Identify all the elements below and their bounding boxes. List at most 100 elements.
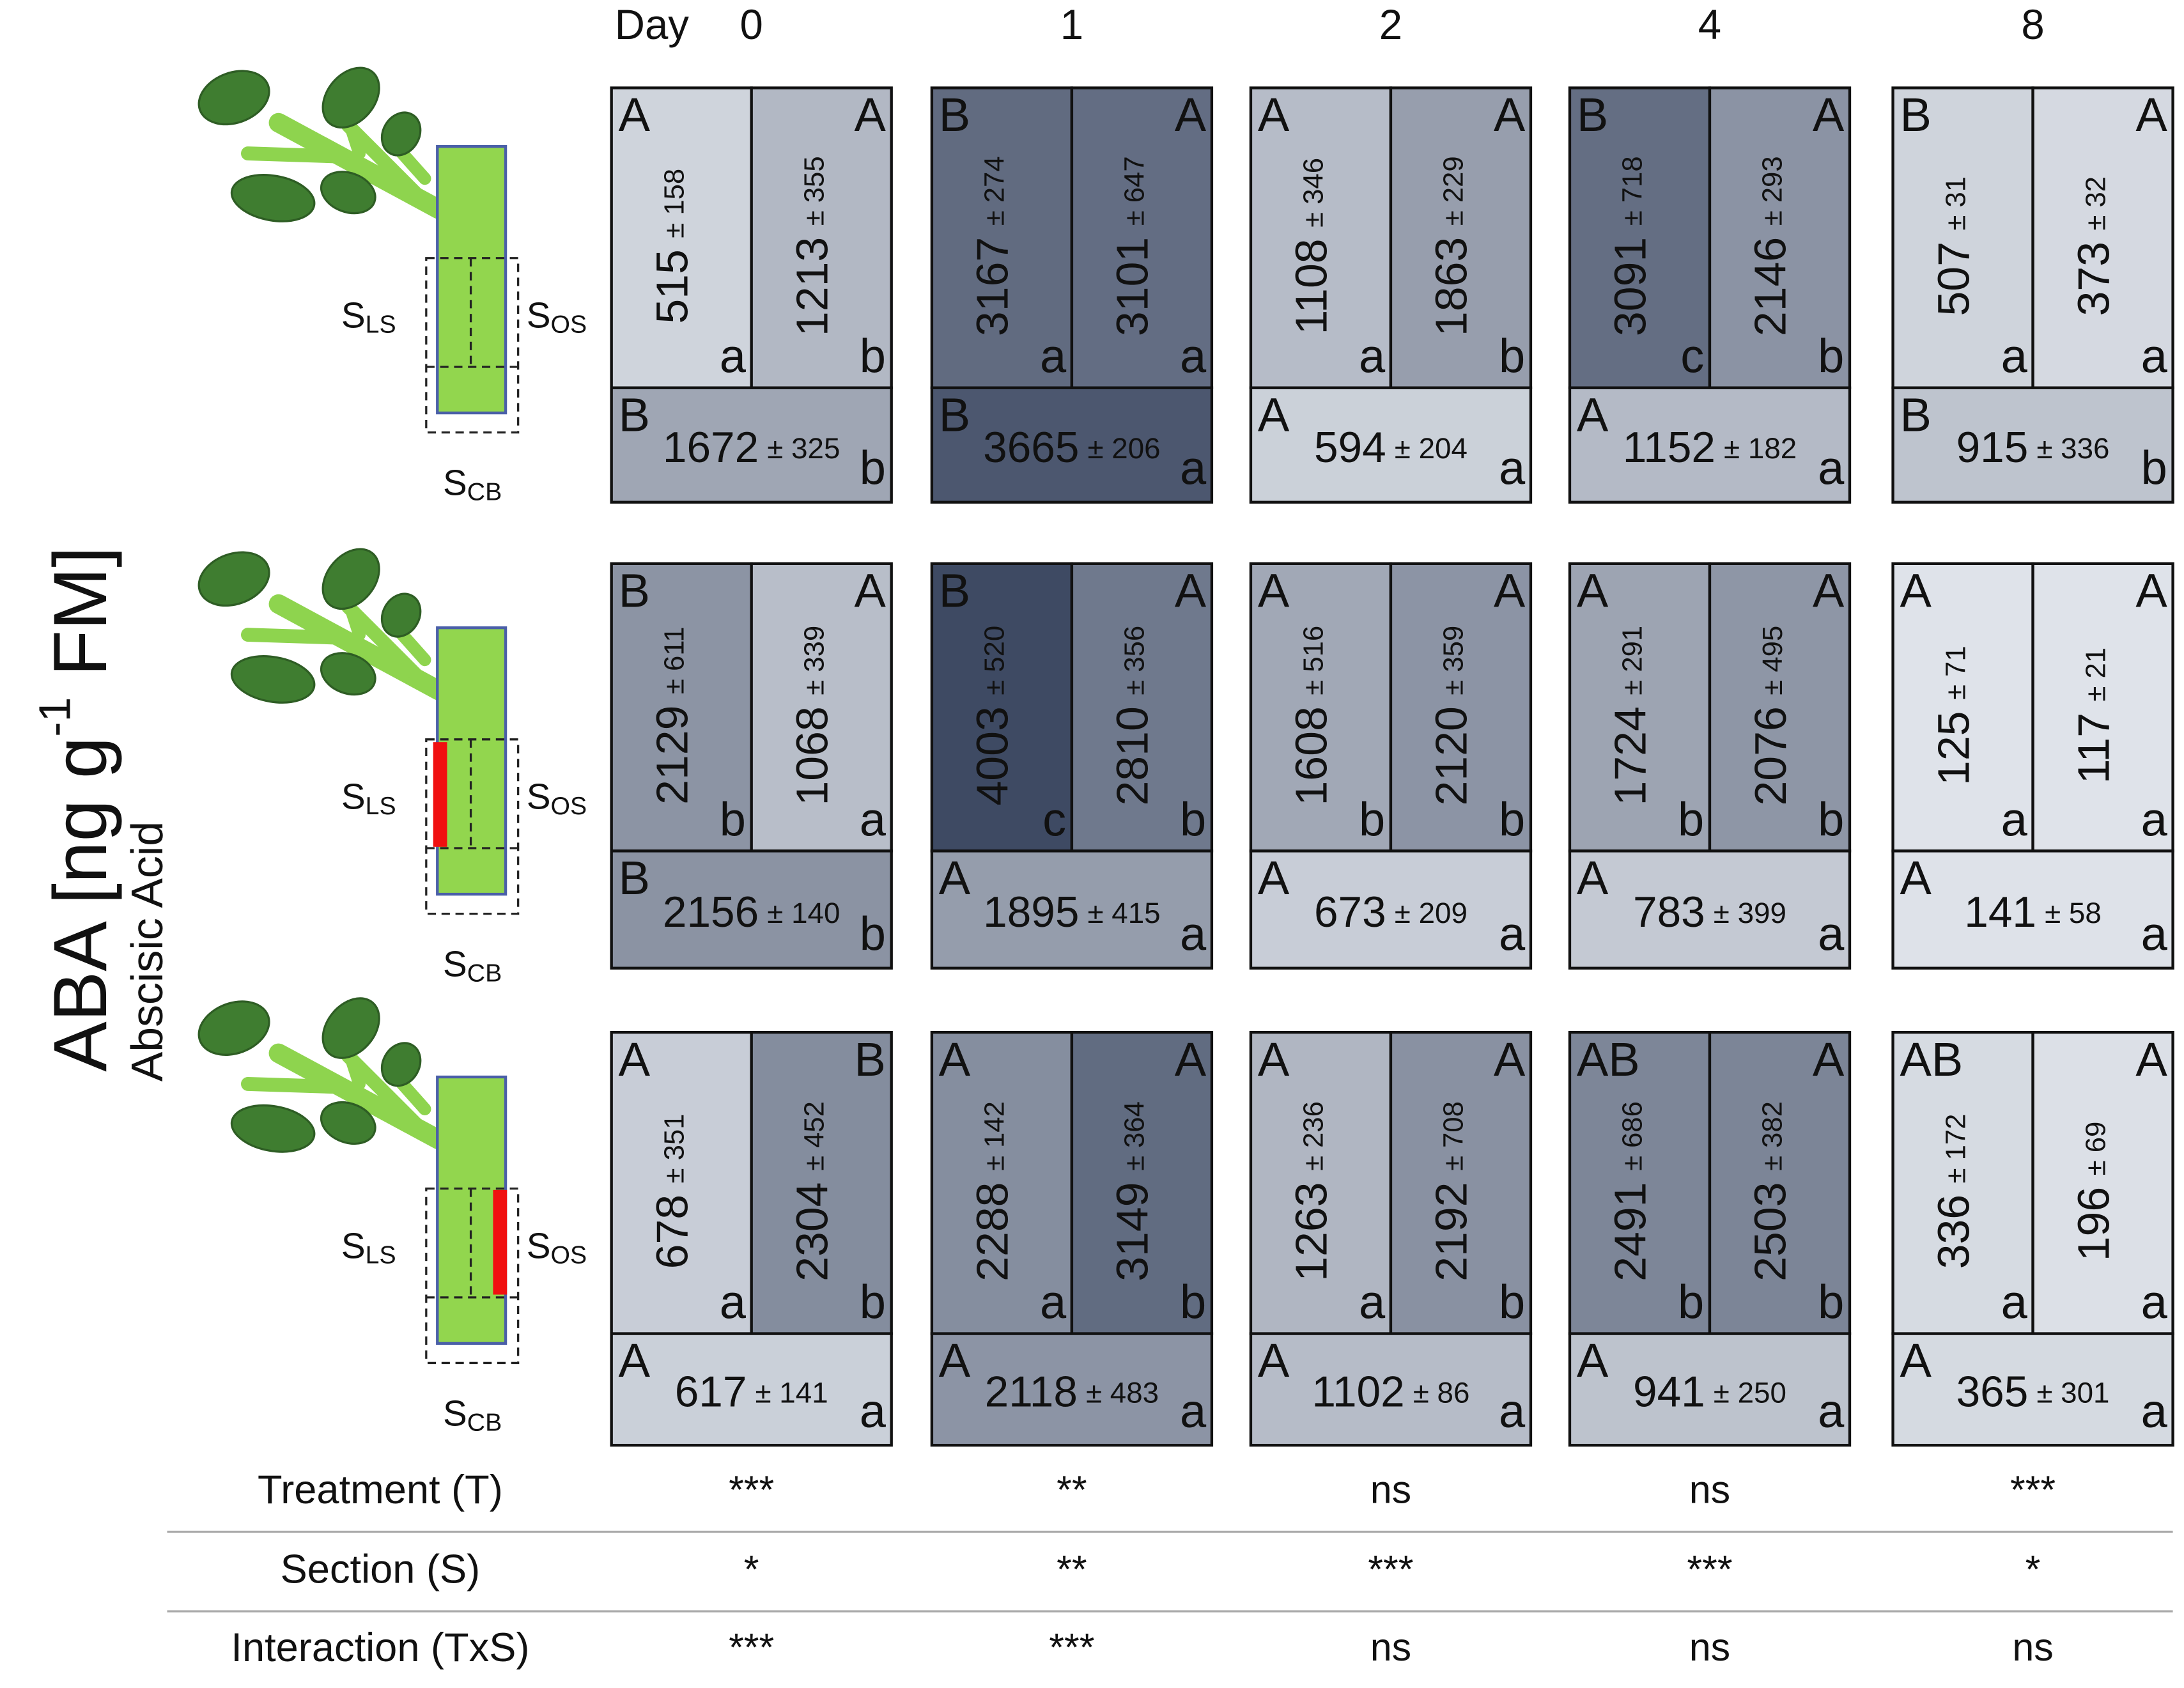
cell-cb [1891,1332,2174,1447]
section-label-sub: LS [366,1241,396,1269]
upper-letter: A [1577,388,1609,441]
sd: ± 69 [2080,1122,2111,1176]
value: 2503 [1746,1182,1795,1281]
value-text: 4003 ± 520 [968,626,1018,806]
sd: ± 32 [2080,176,2111,231]
y-label: ABA [ng g-1 FM] [30,546,122,1072]
value-text: 141 ± 58 [1964,888,2101,936]
cell-cb [610,849,893,970]
sd: ± 250 [1714,1377,1786,1409]
value-text: 2129 ± 611 [647,626,697,804]
value-text: 3101 ± 647 [1108,156,1158,336]
sd: ± 382 [1757,1101,1788,1171]
wound [493,1189,507,1295]
lower-letter: b [1499,1276,1525,1329]
value: 3091 [1606,237,1655,336]
section-label: SLS [341,777,396,821]
cell-cb [930,1332,1214,1447]
sd: ± 209 [1395,897,1468,929]
sd: ± 415 [1087,897,1160,929]
lower-letter: b [860,907,886,960]
cell-ls [1568,562,1712,853]
lower-letter: b [1818,330,1844,383]
value: 1152 [1623,424,1715,472]
branch [241,628,341,645]
leaf [321,997,380,1059]
lower-letter: a [1180,330,1207,383]
y-label-sup: -1 [30,697,80,737]
upper-letter: A [1258,851,1290,904]
upper-letter: A [619,1033,651,1086]
upper-letter: B [939,88,970,141]
value: 617 [675,1368,747,1416]
upper-letter: B [855,1033,886,1086]
value-text: 1863 ± 229 [1427,156,1476,336]
cell-os [750,562,893,853]
sd: ± 325 [767,432,840,465]
cell-ls [930,562,1074,853]
upper-letter: A [1175,88,1207,141]
stat-value: ** [1057,1468,1087,1512]
sd: ± 142 [979,1101,1010,1171]
upper-letter: B [619,564,650,617]
sd: ± 229 [1438,156,1469,226]
cell-os [2031,86,2174,389]
upper-letter: A [1258,1033,1290,1086]
leaf [321,548,380,610]
value-text: 1068 ± 339 [787,626,837,806]
value: 2304 [787,1182,837,1281]
section-box [425,738,520,915]
section-label-main: S [341,296,366,336]
lower-letter: a [720,1276,747,1329]
stat-label: Treatment (T) [258,1467,503,1512]
value: 2129 [647,706,697,805]
sd: ± 495 [1757,626,1788,695]
upper-letter: B [1900,88,1931,141]
sd: ± 172 [1940,1114,1971,1184]
sd: ± 351 [659,1114,690,1184]
sd: ± 182 [1724,432,1797,465]
cell-ls [1891,86,2034,389]
lower-letter: b [720,793,746,846]
upper-letter: B [1577,88,1608,141]
value-text: 507 ± 31 [1929,176,1979,316]
value: 2146 [1746,237,1795,336]
lower-letter: b [1678,793,1704,846]
upper-letter: A [2135,1033,2167,1086]
value-text: 336 ± 172 [1929,1114,1979,1269]
upper-letter: A [1813,1033,1845,1086]
sd: ± 364 [1119,1101,1150,1171]
value: 1608 [1287,706,1336,805]
lower-letter: b [860,441,886,494]
stat-value: *** [1687,1547,1732,1591]
value: 1263 [1287,1182,1336,1281]
sd: ± 71 [1940,646,1971,700]
lower-letter: c [1680,330,1704,383]
lower-letter: a [1818,907,1845,960]
sd: ± 647 [1119,156,1150,226]
leaf [380,111,422,157]
cell-ls [610,1030,753,1335]
sd: ± 346 [1298,158,1329,228]
cell-cb [1891,849,2174,970]
upper-letter: A [1577,851,1609,904]
sd: ± 718 [1617,156,1648,226]
lower-letter: a [1499,1384,1526,1437]
value-text: 673 ± 209 [1314,888,1468,936]
value-text: 2810 ± 356 [1108,626,1158,806]
day-label: Day [615,1,690,48]
upper-letter: AB [1900,1033,1963,1086]
section-label-main: S [443,945,467,985]
value: 2192 [1427,1182,1476,1281]
section-box [425,1187,520,1365]
value: 4003 [968,706,1018,805]
lower-letter: a [1818,1384,1845,1437]
cell-cb [930,386,1214,504]
cell-os [1389,86,1533,389]
leaf [321,66,380,129]
value: 1672 [663,424,759,472]
lower-letter: a [1040,1276,1067,1329]
section-label: SCB [443,945,502,988]
upper-letter: A [1258,388,1290,441]
